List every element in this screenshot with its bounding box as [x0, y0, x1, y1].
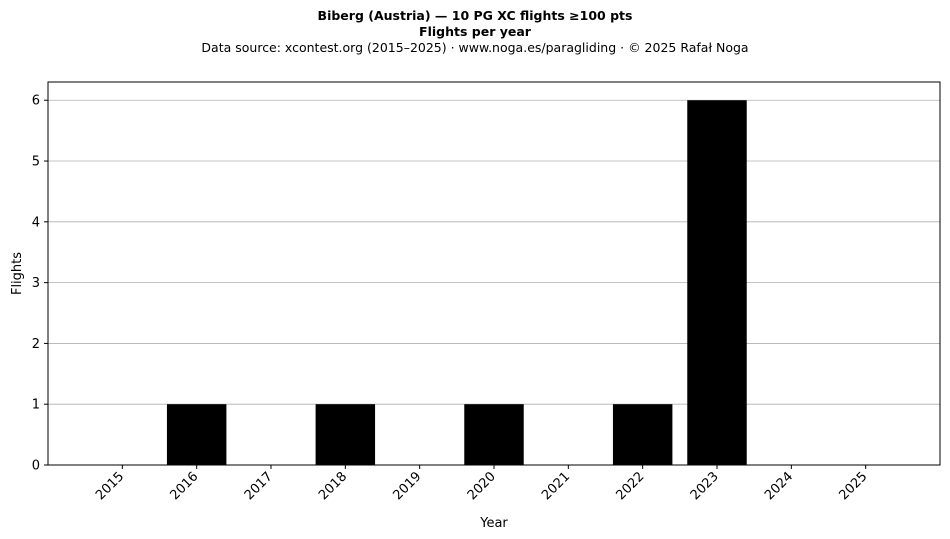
y-tick-label: 2 — [32, 337, 40, 352]
x-axis: 2015 2016 2017 2018 2019 2020 2021 2022 2023 2024… — [93, 465, 870, 503]
y-tick-label: 5 — [32, 155, 40, 170]
x-tick-label: 2019 — [390, 469, 424, 503]
bar-2020 — [464, 404, 524, 465]
x-axis-label: Year — [479, 516, 508, 531]
x-tick-label: 2021 — [539, 469, 573, 503]
y-axis-label: Flights — [10, 252, 25, 295]
y-tick-label: 3 — [32, 276, 40, 291]
bar-2018 — [315, 404, 376, 465]
y-tick-label: 6 — [32, 94, 40, 109]
x-tick-label: 2025 — [836, 469, 870, 503]
chart-source-note: Data source: xcontest.org (2015–2025) · … — [201, 40, 749, 55]
x-tick-label: 2022 — [613, 469, 647, 503]
y-tick-label: 4 — [32, 215, 40, 230]
x-tick-label: 2015 — [93, 469, 127, 503]
y-axis: 0 1 2 3 4 5 6 — [32, 94, 48, 474]
x-tick-label: 2017 — [242, 469, 276, 503]
x-tick-label: 2024 — [762, 469, 796, 503]
grid-lines — [48, 99, 940, 405]
chart-titles: Biberg (Austria) — 10 PG XC flights ≥100… — [0, 8, 950, 56]
x-tick-label: 2016 — [167, 469, 201, 503]
x-tick-label: 2018 — [316, 469, 350, 503]
chart-subtitle: Flights per year — [419, 24, 531, 39]
y-tick-label: 0 — [32, 459, 40, 474]
bar-2016 — [166, 404, 227, 465]
x-tick-label: 2023 — [688, 469, 722, 503]
bar-2022 — [612, 404, 673, 465]
y-tick-label: 1 — [32, 398, 40, 413]
bar-2023 — [687, 100, 747, 465]
x-tick-label: 2020 — [465, 469, 499, 503]
bars — [166, 100, 747, 465]
chart-title: Biberg (Austria) — 10 PG XC flights ≥100… — [317, 8, 633, 23]
